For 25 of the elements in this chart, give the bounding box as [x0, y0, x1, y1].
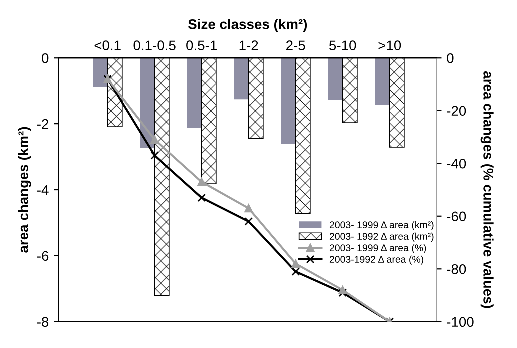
y-tick-label: 0 — [42, 53, 49, 64]
x-tick-label: 1-2 — [240, 40, 258, 50]
y2-tick-label: -80 — [447, 264, 466, 274]
y-tick-label: -2 — [37, 119, 49, 130]
x-tick-label: <0.1 — [94, 40, 121, 51]
y-tick-label: -4 — [37, 185, 49, 196]
x-tick-label: >10 — [378, 40, 402, 51]
y2-tick-label: -60 — [447, 212, 466, 222]
y-tick-label: -8 — [37, 317, 49, 328]
y2-tick-label: 0 — [447, 53, 454, 64]
y-tick-label: -6 — [37, 251, 49, 262]
y2-axis-title: area changes (% cumulative values) — [480, 72, 494, 308]
x-tick-label: 0.5-1 — [186, 40, 217, 51]
y-axis-title: area changes (km²) — [18, 127, 32, 253]
legend-label: 2003- 1992 Δ area (km²) — [330, 232, 434, 242]
legend-label: 2003- 1999 Δ area (%) — [330, 244, 426, 254]
x-axis-title: Size classes (km²) — [188, 19, 308, 32]
legend-label: 2003-1992 Δ area (%) — [330, 256, 424, 265]
x-tick-label: 5-10 — [330, 40, 356, 51]
x-tick-label: 2-5 — [286, 40, 306, 51]
y2-tick-label: -100 — [447, 317, 474, 328]
x-tick-label: 0.1-0.5 — [134, 40, 176, 51]
y2-tick-label: -40 — [447, 158, 466, 169]
legend-label: 2003- 1999 Δ area (km²) — [330, 221, 434, 230]
y2-tick-label: -20 — [447, 106, 466, 116]
